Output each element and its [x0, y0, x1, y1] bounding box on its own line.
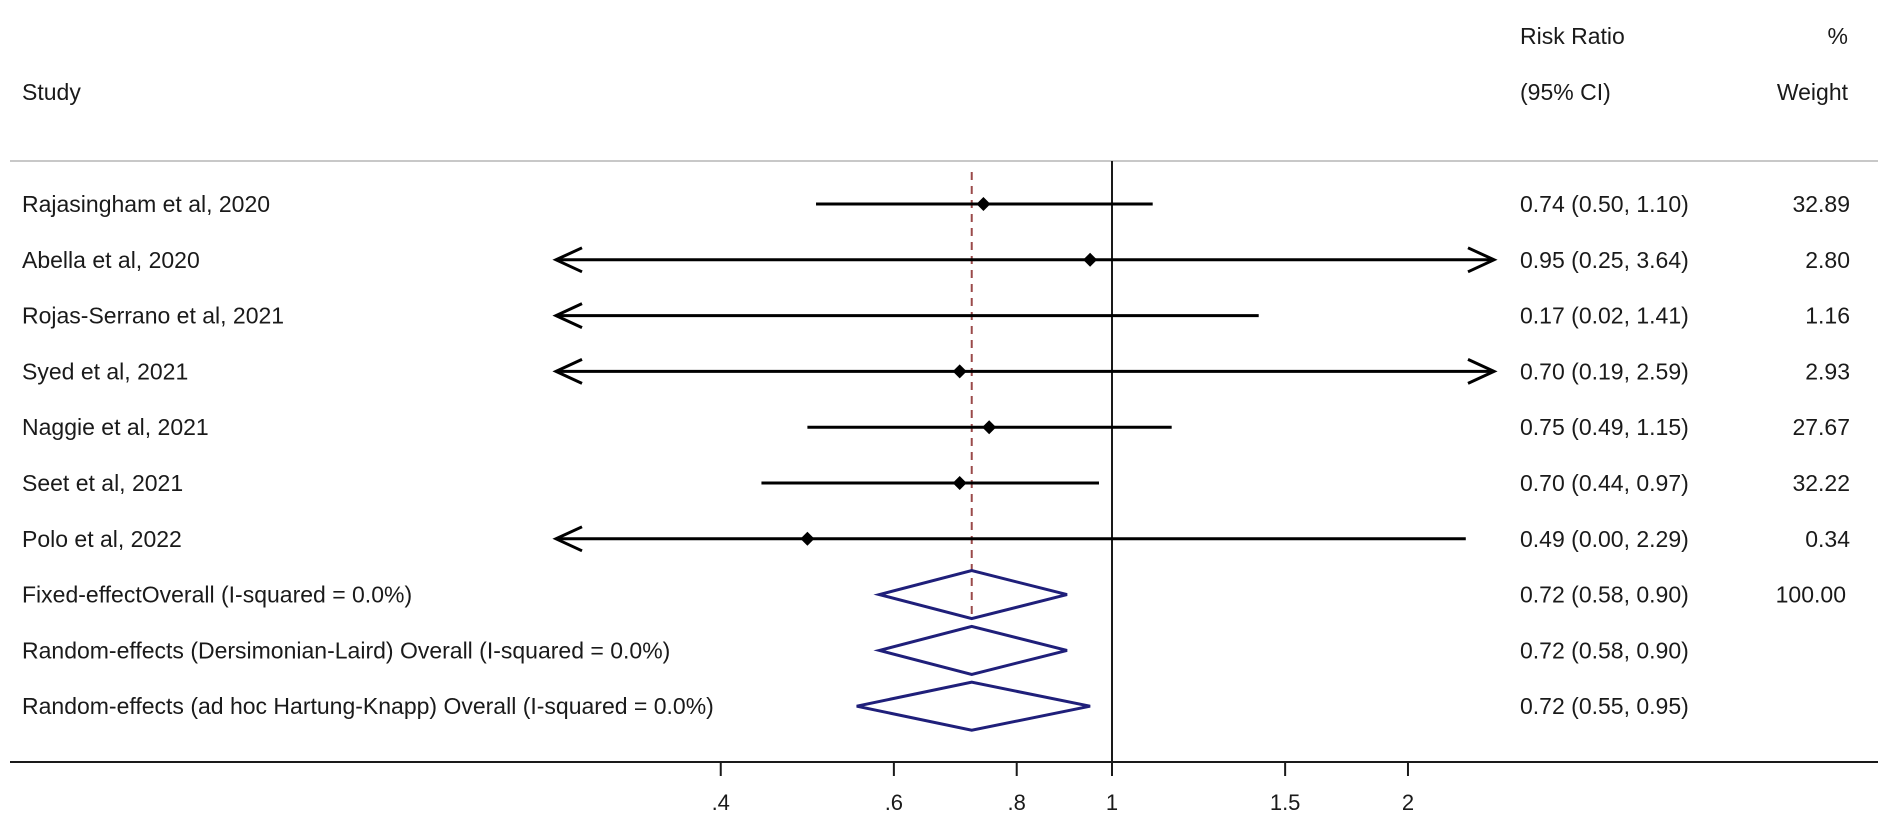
- study-weight: 2.93: [1805, 358, 1850, 384]
- pooled-ci-text: 0.72 (0.58, 0.90): [1520, 582, 1689, 608]
- pooled-row: Random-effects (ad hoc Hartung-Knapp) Ov…: [22, 680, 1689, 732]
- pooled-diamond: [856, 680, 1091, 732]
- ci-right-arrow: [1467, 246, 1498, 274]
- x-axis-ticks: .4 .6 .8 1 1.5 2: [712, 762, 1414, 815]
- study-ci-text: 0.70 (0.19, 2.59): [1520, 358, 1689, 384]
- pooled-diamond: [873, 569, 1068, 621]
- pooled-label: Random-effects (Dersimonian-Laird) Overa…: [22, 637, 670, 663]
- x-tick-label: 1: [1106, 790, 1118, 815]
- pooled-weight: 100.00: [1776, 582, 1846, 608]
- study-ci-text: 0.70 (0.44, 0.97): [1520, 470, 1689, 496]
- study-weight: 32.22: [1792, 470, 1850, 496]
- pooled-ci-text: 0.72 (0.55, 0.95): [1520, 693, 1689, 719]
- point-estimate-marker: [976, 197, 991, 211]
- x-tick-label: 1.5: [1270, 790, 1301, 815]
- study-column-header: Study: [22, 79, 81, 105]
- pooled-ci-text: 0.72 (0.58, 0.90): [1520, 637, 1689, 663]
- study-label: Polo et al, 2022: [22, 526, 182, 552]
- ci-left-arrow: [552, 525, 583, 553]
- study-label: Seet et al, 2021: [22, 470, 183, 496]
- study-ci-text: 0.95 (0.25, 3.64): [1520, 247, 1689, 273]
- effect-column-header-line2: (95% CI): [1520, 79, 1611, 105]
- study-row: Polo et al, 2022 0.49 (0.00, 2.29) 0.34: [22, 525, 1850, 553]
- point-estimate-marker: [1083, 252, 1098, 267]
- study-ci-text: 0.49 (0.00, 2.29): [1520, 526, 1689, 552]
- study-label: Abella et al, 2020: [22, 247, 200, 273]
- ci-left-arrow: [552, 358, 583, 385]
- study-row: Seet et al, 2021 0.70 (0.44, 0.97) 32.22: [22, 470, 1850, 496]
- pooled-label: Random-effects (ad hoc Hartung-Knapp) Ov…: [22, 693, 714, 719]
- study-weight: 0.34: [1805, 526, 1850, 552]
- study-weight: 27.67: [1792, 414, 1850, 440]
- study-label: Rojas-Serrano et al, 2021: [22, 303, 284, 329]
- reference-lines: [970, 161, 1113, 762]
- weight-column-header-line1: %: [1828, 23, 1848, 49]
- point-estimate-marker: [800, 531, 815, 546]
- study-row: Abella et al, 2020 0.95 (0.25, 3.64) 2.80: [22, 246, 1850, 274]
- ci-left-arrow: [552, 302, 583, 329]
- pooled-label: Fixed-effectOverall (I-squared = 0.0%): [22, 582, 412, 608]
- study-label: Naggie et al, 2021: [22, 414, 209, 440]
- study-label: Rajasingham et al, 2020: [22, 191, 270, 217]
- x-tick-label: .6: [885, 790, 903, 815]
- study-ci-text: 0.17 (0.02, 1.41): [1520, 303, 1689, 329]
- pooled-row: Random-effects (Dersimonian-Laird) Overa…: [22, 624, 1689, 676]
- weight-column-header-line2: Weight: [1777, 79, 1849, 105]
- pooled-diamond: [873, 624, 1068, 676]
- ci-right-arrow: [1467, 358, 1498, 385]
- study-row: Syed et al, 2021 0.70 (0.19, 2.59) 2.93: [22, 358, 1850, 385]
- effect-column-header-line1: Risk Ratio: [1520, 23, 1625, 49]
- ci-left-arrow: [552, 246, 583, 274]
- study-row: Rojas-Serrano et al, 2021 0.17 (0.02, 1.4…: [22, 302, 1850, 329]
- study-label: Syed et al, 2021: [22, 358, 188, 384]
- point-estimate-marker: [952, 364, 967, 379]
- x-tick-label: 2: [1402, 790, 1414, 815]
- point-estimate-marker: [952, 476, 967, 490]
- pooled-row: Fixed-effectOverall (I-squared = 0.0%) 0.…: [22, 569, 1846, 621]
- study-row: Naggie et al, 2021 0.75 (0.49, 1.15) 27.67: [22, 414, 1850, 440]
- study-ci-text: 0.74 (0.50, 1.10): [1520, 191, 1689, 217]
- point-estimate-marker: [982, 420, 997, 435]
- study-weight: 1.16: [1805, 303, 1850, 329]
- study-weight: 2.80: [1805, 247, 1850, 273]
- study-ci-text: 0.75 (0.49, 1.15): [1520, 414, 1689, 440]
- study-weight: 32.89: [1792, 191, 1850, 217]
- x-tick-label: .8: [1008, 790, 1026, 815]
- study-row: Rajasingham et al, 2020 0.74 (0.50, 1.10)…: [22, 191, 1850, 217]
- pooled-rows: Fixed-effectOverall (I-squared = 0.0%) 0.…: [22, 569, 1846, 732]
- study-rows: Rajasingham et al, 2020 0.74 (0.50, 1.10)…: [22, 191, 1850, 553]
- x-tick-label: .4: [712, 790, 730, 815]
